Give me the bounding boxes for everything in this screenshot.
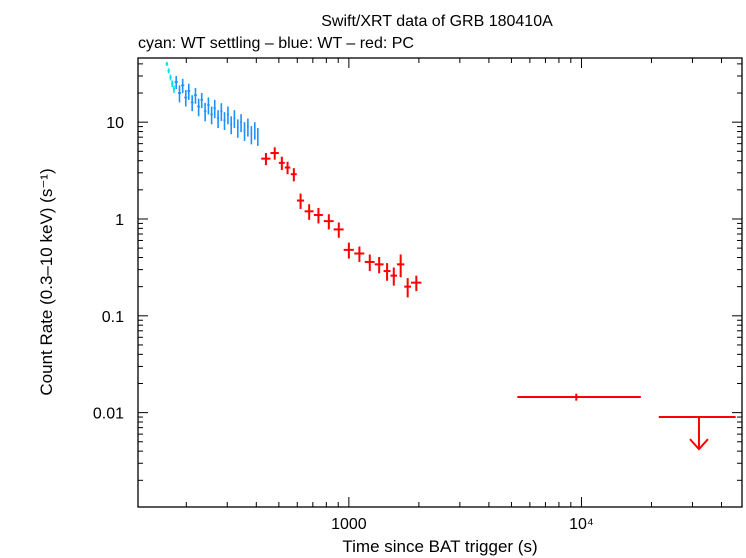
upper-limit-point bbox=[658, 416, 736, 451]
data-point bbox=[223, 112, 226, 131]
x-tick-labels: 1000 10⁴ bbox=[331, 516, 594, 533]
data-point bbox=[236, 119, 239, 138]
data-point bbox=[278, 156, 285, 171]
data-point bbox=[194, 88, 197, 104]
data-point bbox=[177, 85, 182, 103]
data-point bbox=[247, 118, 249, 137]
y-tick-label: 0.1 bbox=[102, 309, 124, 326]
y-axis-label: Count Rate (0.3–10 keV) (s⁻¹) bbox=[37, 168, 56, 395]
data-point bbox=[203, 102, 207, 122]
data-point bbox=[174, 75, 178, 90]
data-point bbox=[304, 204, 314, 220]
x-tick-label: 10⁴ bbox=[569, 516, 594, 533]
data-point bbox=[257, 128, 259, 146]
data-point bbox=[172, 85, 176, 94]
data-point bbox=[396, 254, 405, 278]
data-point bbox=[250, 126, 253, 145]
upper-limit-arrow-head bbox=[689, 438, 709, 451]
axis-ticks bbox=[138, 58, 742, 507]
series-pc-upper-limit bbox=[658, 416, 736, 451]
data-layer bbox=[165, 61, 736, 451]
data-point bbox=[354, 246, 365, 262]
y-tick-label: 0.01 bbox=[93, 406, 124, 423]
data-point bbox=[411, 275, 422, 292]
data-point bbox=[184, 89, 188, 107]
data-point bbox=[210, 106, 213, 125]
data-point bbox=[190, 95, 194, 112]
data-point bbox=[207, 97, 210, 115]
data-point bbox=[233, 110, 236, 129]
series-wt bbox=[174, 75, 259, 146]
chart-subtitle: cyan: WT settling – blue: WT – red: PC bbox=[138, 35, 414, 52]
data-point bbox=[226, 106, 229, 125]
data-point bbox=[333, 222, 344, 238]
y-tick-label: 10 bbox=[106, 115, 124, 132]
data-point bbox=[290, 168, 297, 182]
x-tick-label: 1000 bbox=[331, 516, 367, 533]
data-point bbox=[374, 256, 384, 274]
data-point bbox=[240, 114, 242, 133]
x-axis-label: Time since BAT trigger (s) bbox=[342, 537, 537, 556]
data-point bbox=[261, 153, 271, 166]
data-point bbox=[383, 263, 391, 281]
data-point bbox=[284, 161, 291, 175]
data-point bbox=[390, 267, 397, 286]
data-point bbox=[343, 242, 354, 259]
data-point bbox=[220, 103, 223, 121]
y-tick-labels: 10 1 0.1 0.01 bbox=[93, 115, 124, 422]
data-point bbox=[169, 74, 172, 81]
data-point bbox=[197, 98, 200, 117]
data-point bbox=[216, 110, 220, 129]
data-point bbox=[323, 214, 334, 230]
data-point bbox=[187, 83, 191, 100]
data-point bbox=[270, 147, 279, 160]
data-point bbox=[230, 116, 233, 135]
series-wt-settling bbox=[165, 61, 176, 94]
data-point bbox=[313, 207, 323, 224]
data-point bbox=[165, 61, 169, 67]
data-point bbox=[364, 254, 375, 272]
data-point bbox=[213, 99, 216, 119]
data-point bbox=[243, 122, 246, 141]
data-point bbox=[200, 93, 204, 109]
data-point bbox=[167, 68, 170, 74]
data-point bbox=[296, 193, 305, 209]
plot-frame bbox=[137, 57, 743, 508]
data-point bbox=[181, 78, 185, 94]
series-pc bbox=[261, 147, 641, 401]
data-point bbox=[253, 122, 256, 140]
chart-title: Swift/XRT data of GRB 180410A bbox=[321, 13, 553, 30]
data-point bbox=[171, 80, 174, 88]
data-point bbox=[517, 393, 641, 401]
data-point bbox=[404, 278, 412, 298]
y-tick-label: 1 bbox=[115, 212, 124, 229]
